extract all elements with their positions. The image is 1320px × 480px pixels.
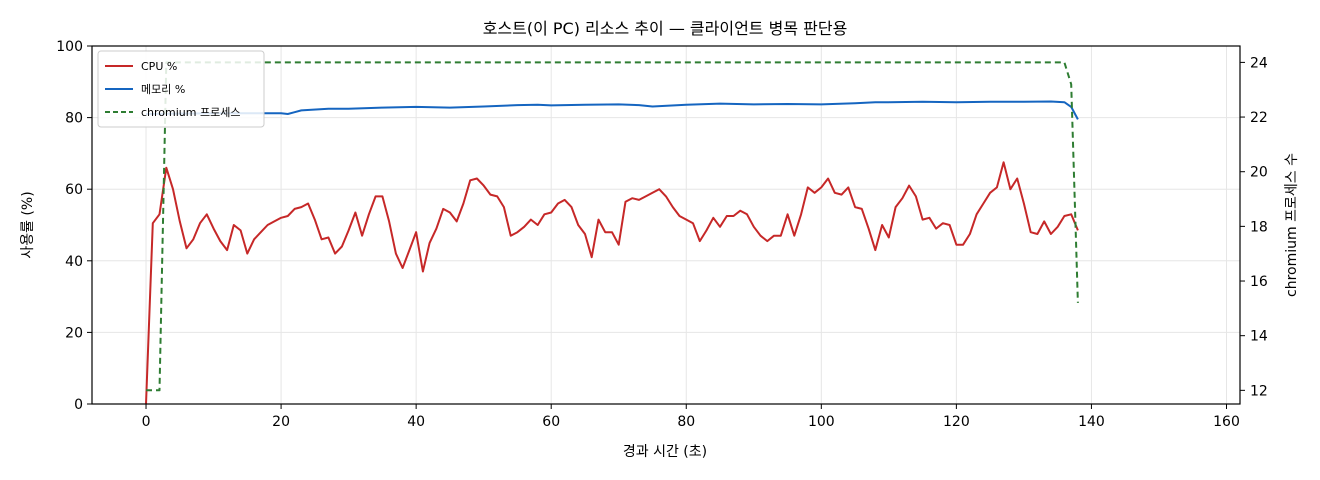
y2-tick-label: 14	[1250, 329, 1268, 345]
legend: CPU % 메모리 % chromium 프로세스	[97, 50, 265, 128]
x-axis: 0 20 40 60 80 100 120 140 160	[142, 404, 1240, 430]
y2-axis-label: chromium 프로세스 수	[1284, 153, 1300, 297]
y2-tick-label: 18	[1250, 219, 1268, 235]
legend-label-chromium: chromium 프로세스	[141, 106, 240, 119]
y-tick-label: 0	[74, 397, 83, 413]
y-tick-label: 80	[65, 111, 83, 127]
x-tick-label: 120	[943, 414, 970, 430]
y-axis-right: 12 14 16 18 20 22 24	[1240, 55, 1268, 399]
chart-title: 호스트(이 PC) 리소스 추이 — 클라이언트 병목 판단용	[483, 19, 848, 38]
x-tick-label: 20	[272, 414, 290, 430]
series-line-cpu	[145, 161, 1079, 405]
legend-label-memory: 메모리 %	[141, 83, 185, 96]
y2-tick-label: 24	[1250, 55, 1268, 71]
y2-tick-label: 20	[1250, 165, 1268, 181]
y2-tick-label: 22	[1250, 110, 1268, 126]
legend-label-cpu: CPU %	[141, 60, 177, 73]
x-tick-label: 40	[407, 414, 425, 430]
y-axis-label: 사용률 (%)	[20, 191, 36, 258]
plot-frame	[91, 45, 1241, 405]
x-tick-label: 80	[677, 414, 695, 430]
series-line-chromium	[146, 61, 1079, 392]
x-tick-label: 100	[808, 414, 835, 430]
legend-box	[97, 50, 265, 128]
y2-tick-label: 16	[1250, 274, 1268, 290]
y-axis-left: 0 20 40 60 80 100	[56, 39, 92, 413]
series-layer	[145, 61, 1079, 405]
x-tick-label: 140	[1078, 414, 1105, 430]
series-line-memory	[145, 100, 1079, 120]
y-tick-label: 40	[65, 254, 83, 270]
y2-tick-label: 12	[1250, 383, 1268, 399]
x-tick-label: 160	[1213, 414, 1240, 430]
y-tick-label: 20	[65, 325, 83, 341]
y-tick-label: 60	[65, 182, 83, 198]
x-axis-label: 경과 시간 (초)	[623, 444, 707, 460]
x-tick-label: 60	[542, 414, 560, 430]
y-tick-label: 100	[56, 39, 83, 55]
x-tick-label: 0	[142, 414, 151, 430]
